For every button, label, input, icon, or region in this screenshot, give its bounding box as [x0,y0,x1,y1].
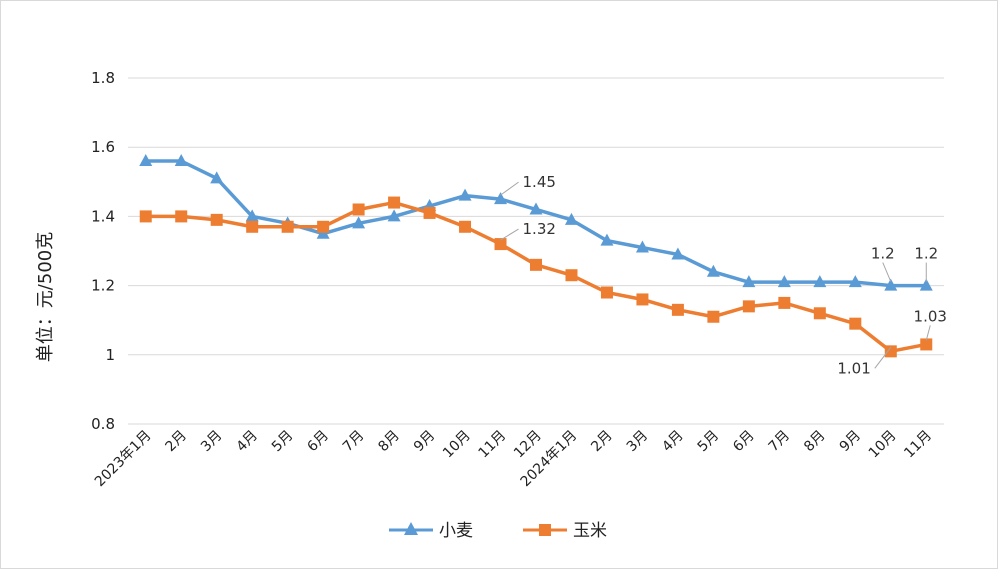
data-label: 1.45 [523,173,556,191]
legend-item-corn[interactable]: 玉米 [523,521,607,541]
x-tick-label: 6月 [304,428,332,456]
data-point-triangle[interactable] [777,275,791,288]
data-point-triangle[interactable] [529,202,543,215]
x-tick-label: 8月 [375,428,403,456]
data-point-square[interactable] [175,210,188,223]
legend: 小麦 玉米 [389,521,607,541]
y-tick-label: 1 [105,346,115,364]
data-point-square[interactable] [742,300,755,313]
data-label: 1.2 [914,245,938,263]
data-point-square[interactable] [494,238,507,251]
legend-label-wheat: 小麦 [439,521,473,541]
y-tick-label: 1.4 [91,207,115,225]
x-tick-label: 9月 [837,428,865,456]
label-leader-line [500,181,519,196]
x-tick-label: 7月 [766,428,794,456]
x-tick-label: 4月 [659,428,687,456]
data-point-square[interactable] [210,213,223,226]
x-tick-label: 11月 [901,428,935,462]
y-tick-label: 1.2 [91,277,115,295]
x-tick-label: 2023年1月 [92,428,155,491]
data-point-triangle[interactable] [813,275,827,288]
y-tick-label: 1.8 [91,69,115,87]
data-point-triangle[interactable] [352,216,366,229]
x-tick-label: 3月 [198,428,226,456]
data-point-square[interactable] [246,220,259,233]
x-tick-label: 4月 [233,428,261,456]
legend-square-marker [539,524,551,536]
data-labels-layer: 1.45 1.2 1.2 1.32 1.01 1.03 [500,173,947,377]
data-point-triangle[interactable] [671,247,685,260]
data-label: 1.32 [523,220,556,238]
x-tick-label: 2月 [163,428,191,456]
data-point-triangle[interactable] [706,264,720,277]
data-label: 1.03 [914,307,947,325]
x-tick-label: 6月 [730,428,758,456]
data-point-square[interactable] [139,210,152,223]
data-point-square[interactable] [884,345,897,358]
data-point-square[interactable] [459,220,472,233]
legend-triangle-marker [404,522,418,535]
data-point-square[interactable] [530,258,542,271]
data-point-triangle[interactable] [494,192,508,205]
x-tick-label: 5月 [269,428,297,456]
label-leader-line [500,228,519,241]
y-axis-ticks: 0.8 1 1.2 1.4 1.6 1.8 [91,69,115,433]
x-tick-label: 2月 [588,428,616,456]
data-point-square[interactable] [849,317,862,330]
gridlines [128,77,944,425]
x-tick-label: 8月 [801,428,829,456]
data-point-square[interactable] [600,286,613,299]
data-point-triangle[interactable] [245,209,259,222]
data-point-triangle[interactable] [742,275,756,288]
data-point-square[interactable] [707,310,720,323]
data-point-square[interactable] [920,338,933,351]
label-leader-line [882,262,892,282]
x-tick-label: 9月 [411,428,439,456]
x-tick-label: 10月 [866,428,900,462]
legend-label-corn: 玉米 [573,521,607,541]
label-leader-line [874,347,892,369]
data-point-triangle[interactable] [635,240,649,253]
data-point-triangle[interactable] [564,212,578,225]
data-point-triangle[interactable] [210,171,224,184]
data-point-square[interactable] [636,293,649,306]
data-point-triangle[interactable] [174,154,188,167]
x-tick-label: 7月 [340,428,368,456]
data-point-square[interactable] [281,220,294,233]
y-tick-label: 0.8 [91,415,115,433]
y-axis-label: 单位：元/500克 [35,232,56,362]
data-point-triangle[interactable] [387,209,401,222]
data-point-square[interactable] [352,203,365,216]
data-point-triangle[interactable] [884,278,898,291]
x-tick-label: 5月 [695,428,723,456]
data-label: 1.01 [837,359,870,377]
data-point-square[interactable] [423,206,436,219]
data-point-square[interactable] [778,296,791,309]
y-tick-label: 1.6 [91,138,115,156]
data-point-square[interactable] [317,220,330,233]
data-point-square[interactable] [388,196,401,209]
data-point-square[interactable] [671,303,684,316]
data-point-triangle[interactable] [919,278,933,291]
data-point-triangle[interactable] [600,233,614,246]
data-point-triangle[interactable] [139,154,153,167]
data-label: 1.2 [871,245,895,263]
data-point-square[interactable] [565,269,578,282]
series-layer [139,154,933,358]
data-point-triangle[interactable] [458,188,472,201]
x-tick-label: 11月 [476,428,510,462]
legend-item-wheat[interactable]: 小麦 [389,521,473,541]
data-point-square[interactable] [813,307,826,320]
x-tick-label: 10月 [440,428,474,462]
x-tick-label: 3月 [624,428,652,456]
data-point-triangle[interactable] [848,275,862,288]
label-leader-line [925,325,931,341]
